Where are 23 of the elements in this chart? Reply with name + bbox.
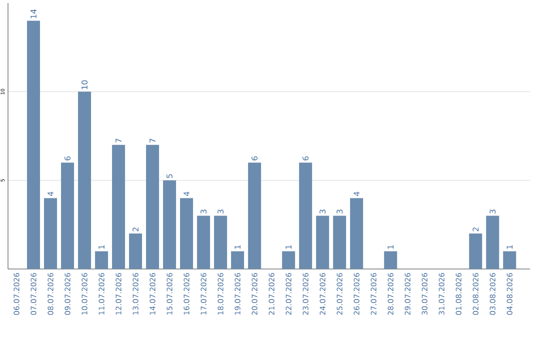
bar xyxy=(146,144,160,269)
bar xyxy=(27,20,40,269)
bar xyxy=(231,251,244,269)
bar xyxy=(503,251,516,269)
bar xyxy=(197,216,210,269)
bar xyxy=(282,251,296,269)
bar xyxy=(129,234,142,269)
bar xyxy=(316,216,330,269)
bar xyxy=(163,180,176,269)
bar xyxy=(350,198,364,269)
bar xyxy=(486,216,500,269)
bar xyxy=(112,144,126,269)
bar xyxy=(61,162,74,269)
bar xyxy=(95,251,108,269)
bar xyxy=(248,162,262,269)
bar xyxy=(78,92,92,269)
bar xyxy=(214,216,228,269)
bar xyxy=(384,251,398,269)
bar xyxy=(469,234,482,269)
bar xyxy=(333,216,346,269)
bar xyxy=(299,162,312,269)
bar xyxy=(44,198,58,269)
bar xyxy=(180,198,194,269)
